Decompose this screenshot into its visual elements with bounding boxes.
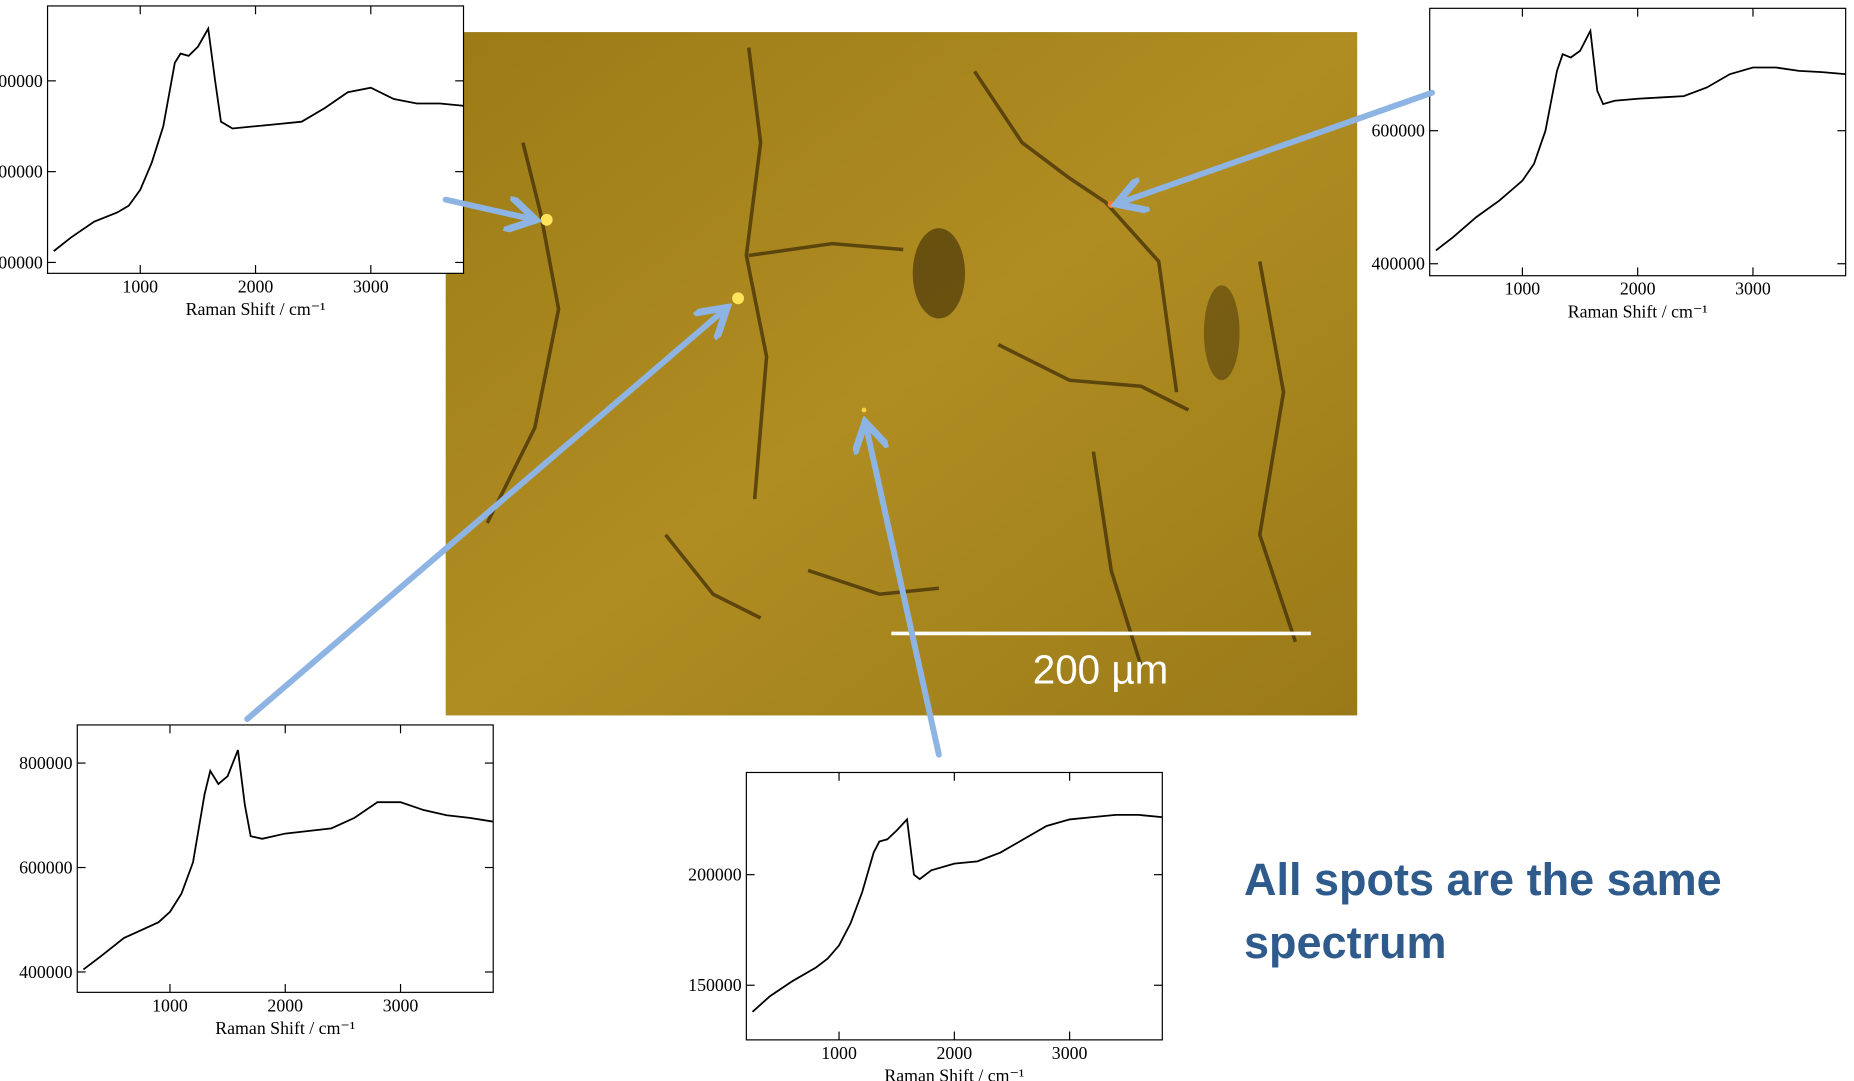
x-tick-label: 2000 [937,1043,973,1063]
x-tick-label: 1000 [152,995,188,1015]
y-tick-label: 400000 [1372,254,1426,274]
x-tick-label: 3000 [1735,279,1771,299]
micrograph: 200 µm [446,32,1358,715]
y-tick-label: 200000 [688,865,742,885]
chart: 1000 2000 3000 400000 600000 800000 Raman Shif… [0,6,464,319]
chart: 1000 2000 3000 150000 200000 Raman Shift / cm… [688,772,1162,1081]
y-tick-label: 800000 [0,71,43,91]
plot-frame [77,725,493,992]
slide: 200 µm 1000 2000 3000 400000 600000 800000 Ram… [0,0,1854,1081]
x-tick-label: 1000 [821,1043,857,1063]
y-tick-label: 600000 [1372,121,1426,141]
y-tick-label: 600000 [0,162,43,182]
x-tick-label: 2000 [238,276,274,296]
plot-frame [746,772,1162,1039]
chart: 1000 2000 3000 400000 600000 Raman Shift / cm… [1372,8,1846,321]
x-axis-label: Raman Shift / cm⁻¹ [186,299,326,319]
x-tick-label: 1000 [122,276,158,296]
x-tick-label: 3000 [353,276,389,296]
y-tick-label: 800000 [19,753,73,773]
chart: 1000 2000 3000 400000 600000 800000 Raman Shif… [19,725,493,1038]
y-tick-label: 150000 [688,975,742,995]
y-tick-label: 600000 [19,857,73,877]
plot-frame [48,6,464,273]
x-axis-label: Raman Shift / cm⁻¹ [884,1065,1024,1081]
x-axis-label: Raman Shift / cm⁻¹ [215,1018,355,1038]
y-tick-label: 400000 [0,252,43,272]
x-tick-label: 1000 [1505,279,1541,299]
x-tick-label: 3000 [1052,1043,1088,1063]
y-tick-label: 400000 [19,962,73,982]
scale-bar-label: 200 µm [1033,646,1169,692]
plot-frame [1430,8,1846,275]
x-tick-label: 3000 [383,995,419,1015]
caption: All spots are the same spectrum [1244,848,1804,974]
x-tick-label: 2000 [1620,279,1656,299]
x-tick-label: 2000 [267,995,303,1015]
x-axis-label: Raman Shift / cm⁻¹ [1568,301,1708,321]
